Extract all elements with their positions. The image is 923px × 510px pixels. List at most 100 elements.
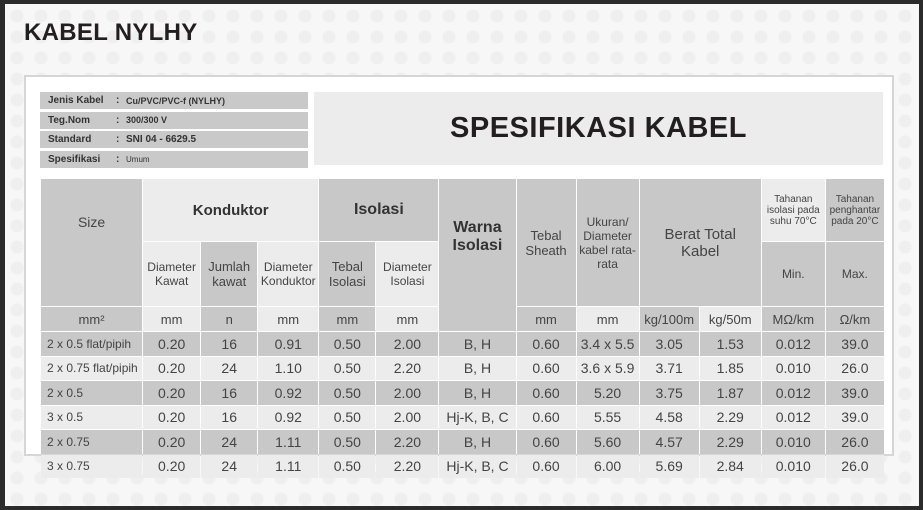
value-cell: B, H: [439, 381, 516, 405]
value-cell: 24: [201, 454, 258, 478]
header-jumlah-kawat: Jumlah kawat: [201, 242, 258, 306]
value-cell: 0.50: [319, 430, 376, 454]
value-cell: 0.92: [258, 405, 319, 429]
info-label: Teg.Nom: [48, 114, 91, 126]
info-label: Spesifikasi: [48, 153, 101, 165]
header-size: Size: [41, 179, 143, 306]
value-cell: 3.05: [639, 332, 699, 356]
value-cell: 1.53: [699, 332, 761, 356]
value-cell: 3.71: [639, 356, 699, 380]
value-cell: 0.60: [516, 430, 576, 454]
value-cell: 0.60: [516, 381, 576, 405]
value-cell: 2.84: [699, 454, 761, 478]
cable-info: Jenis Kabel: Cu/PVC/PVC-f (NYLHY) Teg.Nom…: [40, 92, 308, 170]
value-cell: 0.60: [516, 356, 576, 380]
table-row: 2 x 0.5 0.20 16 0.92 0.50 2.00 B, H 0.60 5.20 3.7…: [41, 381, 884, 405]
size-cell: 2 x 0.75 flat/pipih: [41, 356, 143, 380]
info-row-jenis: Jenis Kabel: Cu/PVC/PVC-f (NYLHY): [40, 92, 308, 109]
unit-cell: MΩ/km: [761, 307, 825, 331]
value-cell: 0.012: [761, 381, 825, 405]
value-cell: 1.87: [699, 381, 761, 405]
header-diameter-konduktor: Diameter Konduktor: [258, 242, 319, 306]
header-max: Max.: [825, 242, 884, 306]
value-cell: 2.00: [376, 405, 439, 429]
info-separator: :: [116, 153, 120, 165]
table-row: 2 x 0.75 flat/pipih 0.20 24 1.10 0.50 2.20 B, …: [41, 356, 884, 380]
spec-heading: SPESIFIKASI KABEL: [314, 92, 883, 165]
value-cell: 0.91: [258, 332, 319, 356]
value-cell: 0.010: [761, 430, 825, 454]
value-cell: 5.69: [639, 454, 699, 478]
header-diameter-isolasi: Diameter Isolasi: [376, 242, 439, 306]
info-row-spesifikasi: Spesifikasi: Umum: [40, 150, 308, 168]
value-cell: Hj-K, B, C: [439, 405, 516, 429]
value-cell: 1.85: [699, 356, 761, 380]
header-konduktor: Konduktor: [143, 179, 319, 241]
size-cell: 2 x 0.5 flat/pipih: [41, 332, 143, 356]
header-isolasi: Isolasi: [319, 179, 439, 241]
unit-cell: Ω/km: [825, 307, 884, 331]
value-cell: Hj-K, B, C: [439, 454, 516, 478]
value-cell: 24: [201, 356, 258, 380]
value-cell: 0.20: [143, 381, 201, 405]
header-min: Min.: [761, 242, 825, 306]
value-cell: 0.012: [761, 332, 825, 356]
value-cell: 6.00: [576, 454, 639, 478]
unit-cell: kg/100m: [639, 307, 699, 331]
value-cell: 3.4 x 5.5: [576, 332, 639, 356]
value-cell: 39.0: [825, 381, 884, 405]
value-cell: 5.60: [576, 430, 639, 454]
value-cell: 39.0: [825, 332, 884, 356]
spec-table: Size Konduktor Isolasi Warna Isolasi Teb…: [40, 178, 885, 479]
table-row: 3 x 0.5 0.20 16 0.92 0.50 2.00 Hj-K, B, C 0.60 5…: [41, 405, 884, 429]
header-diameter-kawat: Diameter Kawat: [143, 242, 201, 306]
info-label: Jenis Kabel: [48, 95, 104, 106]
info-separator: :: [116, 95, 120, 106]
value-cell: 1.11: [258, 454, 319, 478]
info-value: SNI 04 - 6629.5: [126, 134, 197, 145]
value-cell: 1.10: [258, 356, 319, 380]
size-cell: 3 x 0.75: [41, 454, 143, 478]
info-value: 300/300 V: [126, 115, 168, 125]
value-cell: 0.50: [319, 454, 376, 478]
info-value: Umum: [126, 154, 150, 164]
value-cell: 3.6 x 5.9: [576, 356, 639, 380]
value-cell: 0.50: [319, 381, 376, 405]
value-cell: B, H: [439, 356, 516, 380]
value-cell: 16: [201, 381, 258, 405]
unit-cell: mm: [319, 307, 376, 331]
value-cell: 26.0: [825, 454, 884, 478]
unit-cell: mm²: [41, 307, 143, 331]
value-cell: 0.20: [143, 454, 201, 478]
value-cell: 2.00: [376, 381, 439, 405]
header-berat-total: Berat Total Kabel: [639, 179, 761, 306]
unit-cell: mm: [143, 307, 201, 331]
header-tebal-isolasi: Tebal Isolasi: [319, 242, 376, 306]
unit-cell: kg/50m: [699, 307, 761, 331]
value-cell: 4.57: [639, 430, 699, 454]
table-row: 3 x 0.75 0.20 24 1.11 0.50 2.20 Hj-K, B, C 0.60…: [41, 454, 884, 478]
info-value: Cu/PVC/PVC-f (NYLHY): [126, 95, 225, 106]
size-cell: 2 x 0.75: [41, 430, 143, 454]
value-cell: 2.20: [376, 430, 439, 454]
value-cell: 0.012: [761, 405, 825, 429]
table-row: 2 x 0.5 flat/pipih 0.20 16 0.91 0.50 2.00 B, H…: [41, 332, 884, 356]
units-row: mm² mm n mm mm mm mm mm kg/100m kg/50m M…: [41, 307, 884, 331]
info-separator: :: [116, 134, 120, 145]
info-row-standard: Standard: SNI 04 - 6629.5: [40, 131, 308, 148]
header-ukuran: Ukuran/ Diameter kabel rata-rata: [576, 179, 639, 306]
value-cell: 5.55: [576, 405, 639, 429]
header-tahanan-penghantar: Tahanan penghantar pada 20°C: [825, 179, 884, 241]
value-cell: 0.92: [258, 381, 319, 405]
page-title: KABEL NYLHY: [24, 19, 198, 46]
unit-cell: mm: [258, 307, 319, 331]
value-cell: 39.0: [825, 405, 884, 429]
table-row: 2 x 0.75 0.20 24 1.11 0.50 2.20 B, H 0.60 5.60 4.…: [41, 430, 884, 454]
value-cell: 16: [201, 405, 258, 429]
header-tebal-sheath: Tebal Sheath: [516, 179, 576, 306]
value-cell: 0.60: [516, 405, 576, 429]
value-cell: 2.29: [699, 405, 761, 429]
value-cell: 4.58: [639, 405, 699, 429]
value-cell: 0.010: [761, 356, 825, 380]
size-cell: 3 x 0.5: [41, 405, 143, 429]
